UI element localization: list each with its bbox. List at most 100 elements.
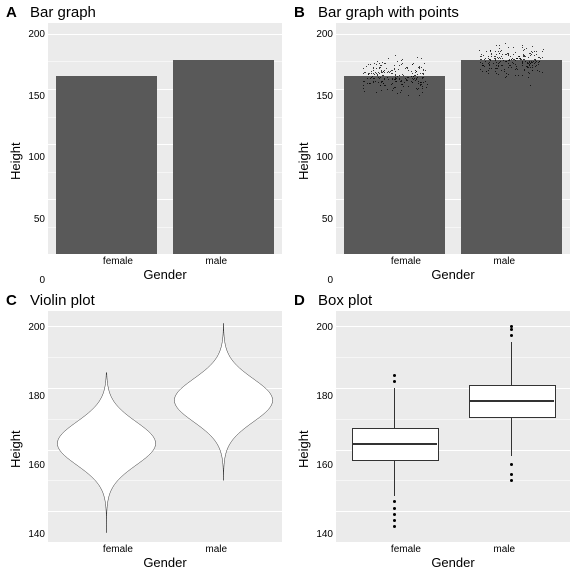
jitter-point bbox=[481, 56, 482, 57]
jitter-point bbox=[498, 58, 499, 59]
jitter-point bbox=[530, 85, 531, 86]
x-axis-label: Gender bbox=[336, 555, 570, 569]
jitter-point bbox=[405, 68, 406, 69]
jitter-point bbox=[511, 67, 512, 68]
jitter-point bbox=[411, 81, 412, 82]
jitter-point bbox=[496, 54, 497, 55]
panel-title: Bar graph with points bbox=[318, 4, 570, 21]
jitter-point bbox=[531, 54, 532, 55]
jitter-point bbox=[364, 91, 365, 92]
jitter-point bbox=[366, 66, 367, 67]
plot-area-bar bbox=[48, 23, 282, 254]
jitter-point bbox=[505, 43, 506, 44]
jitter-point bbox=[381, 65, 382, 66]
jitter-point bbox=[423, 70, 424, 71]
jitter-point bbox=[486, 51, 487, 52]
jitter-point bbox=[488, 56, 489, 57]
jitter-point bbox=[411, 71, 412, 72]
jitter-point bbox=[513, 63, 514, 64]
jitter-point bbox=[374, 63, 375, 64]
outlier-point bbox=[393, 380, 396, 383]
jitter-point bbox=[376, 64, 377, 65]
x-tick-label: female bbox=[103, 544, 133, 555]
jitter-point bbox=[412, 82, 413, 83]
jitter-point bbox=[417, 74, 418, 75]
plot-area-violin bbox=[48, 311, 282, 542]
jitter-point bbox=[529, 53, 530, 54]
panel-c: CViolin plotHeight200180160140femalemale… bbox=[0, 288, 288, 576]
jitter-point bbox=[380, 67, 381, 68]
jitter-point bbox=[513, 54, 514, 55]
y-axis-label: Height bbox=[6, 311, 23, 569]
jitter-point bbox=[494, 56, 495, 57]
jitter-point bbox=[413, 63, 414, 64]
jitter-point bbox=[524, 49, 525, 50]
jitter-point bbox=[530, 63, 531, 64]
jitter-point bbox=[395, 55, 396, 56]
jitter-point bbox=[363, 68, 364, 69]
jitter-point bbox=[420, 73, 421, 74]
panel-title: Violin plot bbox=[30, 292, 282, 309]
jitter-point bbox=[384, 63, 385, 64]
jitter-point bbox=[510, 56, 511, 57]
x-axis-label: Gender bbox=[48, 267, 282, 281]
jitter-point bbox=[415, 72, 416, 73]
jitter-point bbox=[421, 67, 422, 68]
jitter-point bbox=[418, 67, 419, 68]
panel-a: ABar graphHeight200150100500femalemaleGe… bbox=[0, 0, 288, 288]
jitter-point bbox=[400, 92, 401, 93]
panel-letter: D bbox=[294, 292, 305, 309]
jitter-point bbox=[363, 81, 364, 82]
jitter-point bbox=[525, 56, 526, 57]
jitter-point bbox=[496, 45, 497, 46]
jitter-point bbox=[542, 51, 543, 52]
jitter-point bbox=[389, 72, 390, 73]
jitter-point bbox=[499, 48, 500, 49]
jitter-point bbox=[402, 63, 403, 64]
x-tick-label: female bbox=[103, 256, 133, 267]
jitter-point bbox=[528, 63, 529, 64]
jitter-point bbox=[519, 56, 520, 57]
jitter-point bbox=[542, 57, 543, 58]
jitter-point bbox=[542, 72, 543, 73]
jitter-point bbox=[369, 73, 370, 74]
x-tick-label: female bbox=[391, 544, 421, 555]
jitter-point bbox=[382, 72, 383, 73]
y-ticks: 200150100500 bbox=[311, 23, 336, 281]
jitter-point bbox=[521, 59, 522, 60]
jitter-point bbox=[411, 76, 412, 77]
plot-area-box bbox=[336, 311, 570, 542]
jitter-point bbox=[506, 76, 507, 77]
x-tick-label: male bbox=[205, 256, 227, 267]
jitter-point bbox=[501, 50, 502, 51]
jitter-point bbox=[500, 51, 501, 52]
median-female bbox=[352, 443, 436, 445]
jitter-point bbox=[534, 55, 535, 56]
jitter-point bbox=[499, 45, 500, 46]
jitter-point bbox=[382, 81, 383, 82]
jitter-point bbox=[412, 64, 413, 65]
jitter-point bbox=[525, 61, 526, 62]
y-ticks: 200150100500 bbox=[23, 23, 48, 281]
jitter-point bbox=[395, 74, 396, 75]
outlier-point bbox=[510, 479, 513, 482]
jitter-point bbox=[532, 65, 533, 66]
bar-male bbox=[173, 60, 274, 254]
jitter-point bbox=[506, 54, 507, 55]
jitter-point bbox=[522, 47, 523, 48]
jitter-point bbox=[536, 54, 537, 55]
x-ticks: female male bbox=[48, 254, 282, 267]
jitter-point bbox=[507, 53, 508, 54]
jitter-point bbox=[543, 49, 544, 50]
jitter-point bbox=[520, 59, 521, 60]
jitter-point bbox=[417, 77, 418, 78]
jitter-point bbox=[508, 63, 509, 64]
jitter-point bbox=[402, 59, 403, 60]
jitter-point bbox=[413, 76, 414, 77]
outlier-point bbox=[393, 513, 396, 516]
jitter-point bbox=[392, 73, 393, 74]
outlier-point bbox=[393, 374, 396, 377]
jitter-point bbox=[416, 71, 417, 72]
panel-letter: A bbox=[6, 4, 17, 21]
jitter-point bbox=[499, 53, 500, 54]
